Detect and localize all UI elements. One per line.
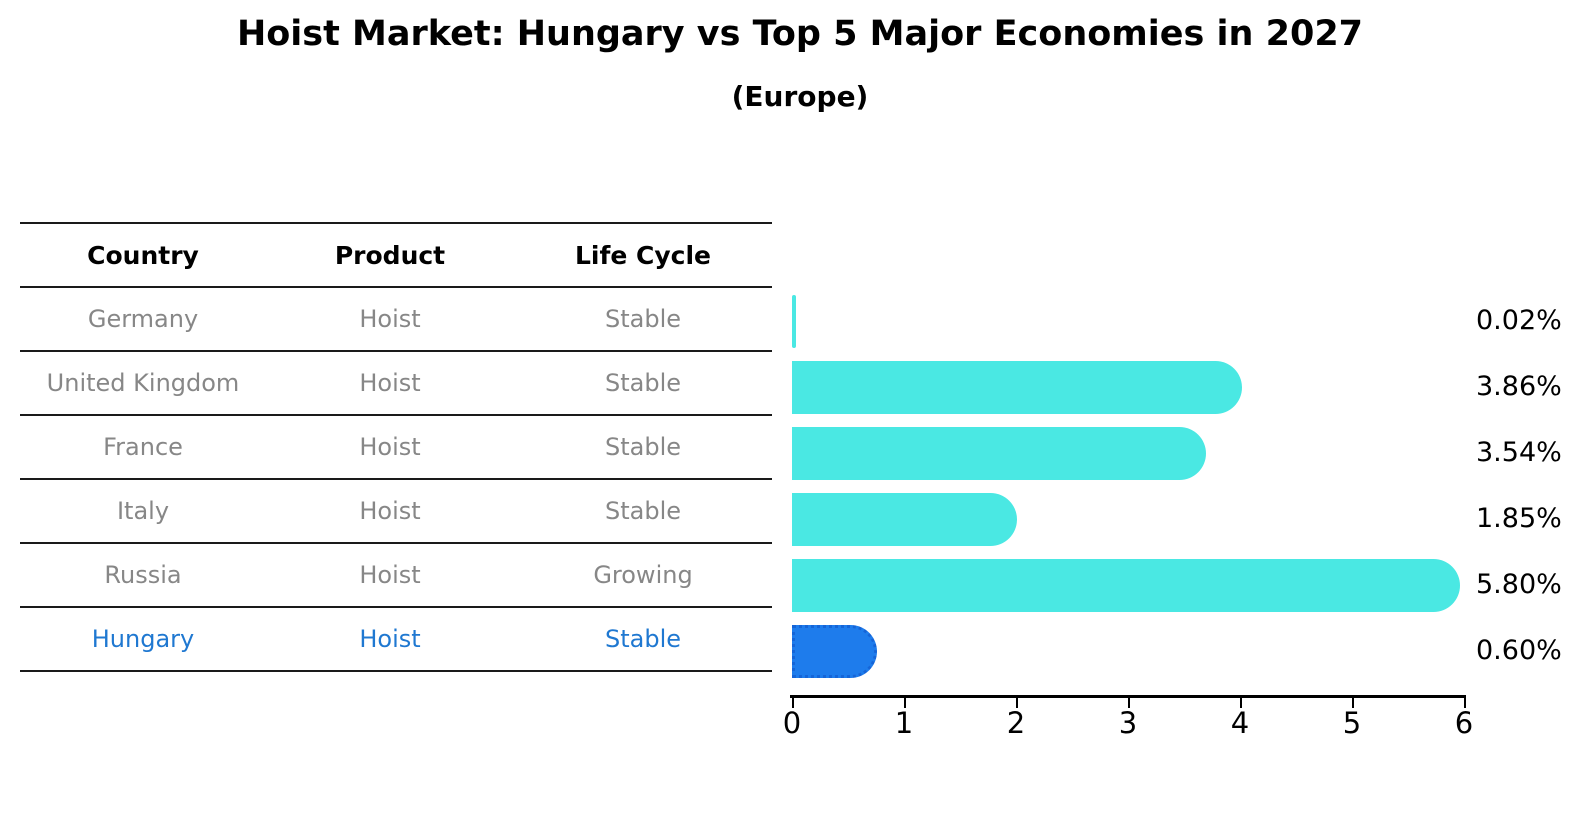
product-cell: Hoist <box>359 433 421 461</box>
life-cycle-cell: Stable <box>604 305 682 333</box>
x-axis-tick-label: 6 <box>1454 706 1474 740</box>
product-cell: Hoist <box>359 369 421 397</box>
table-row-germany: Germany Hoist Stable <box>20 288 772 352</box>
life-cycle-cell: Stable <box>604 433 682 461</box>
x-axis-tick-label: 1 <box>894 706 914 740</box>
life-cycle-cell: Stable <box>604 497 682 525</box>
product-cell: Hoist <box>359 305 421 333</box>
table-row-united-kingdom: United Kingdom Hoist Stable <box>20 352 772 416</box>
bar-row-germany <box>792 288 1464 354</box>
country-cell: France <box>103 433 183 461</box>
x-axis-tick <box>1464 698 1466 708</box>
bar-value-label-france: 3.54% <box>1476 437 1562 468</box>
bar-value-label-united-kingdom: 3.86% <box>1476 371 1562 402</box>
bar-row-france <box>792 420 1464 486</box>
x-axis-tick <box>1016 698 1018 708</box>
x-axis-tick <box>1128 698 1130 708</box>
table-row-italy: Italy Hoist Stable <box>20 480 772 544</box>
bar-hungary <box>792 624 878 678</box>
product-cell: Hoist <box>359 561 421 589</box>
life-cycle-cell: Growing <box>593 561 693 589</box>
x-axis-tick <box>1352 698 1354 708</box>
x-axis-tick <box>904 698 906 708</box>
bar-value-label-hungary: 0.60% <box>1476 635 1562 666</box>
bar-value-label-russia: 5.80% <box>1476 569 1562 600</box>
x-axis-tick-label: 4 <box>1230 706 1250 740</box>
x-axis-tick-label: 2 <box>1006 706 1026 740</box>
country-cell: Russia <box>104 561 182 589</box>
table-row-russia: Russia Hoist Growing <box>20 544 772 608</box>
x-axis-tick <box>792 698 794 708</box>
table-header-life-cycle: Life Cycle <box>574 240 712 270</box>
bar-germany <box>792 294 796 348</box>
bar-row-hungary <box>792 618 1464 684</box>
bar-russia <box>792 558 1460 612</box>
x-axis-tick-label: 0 <box>782 706 802 740</box>
table-header-country: Country <box>87 240 199 270</box>
bar-chart <box>792 288 1464 684</box>
bar-row-russia <box>792 552 1464 618</box>
table-row-hungary: Hungary Hoist Stable <box>20 608 772 672</box>
country-cell: Hungary <box>91 625 195 653</box>
country-cell: United Kingdom <box>46 369 240 397</box>
x-axis-tick-label: 5 <box>1342 706 1362 740</box>
country-cell: Italy <box>116 497 170 525</box>
product-cell: Hoist <box>359 497 421 525</box>
x-axis <box>790 695 1466 698</box>
life-cycle-cell: Stable <box>604 625 682 653</box>
bar-row-italy <box>792 486 1464 552</box>
country-cell: Germany <box>87 305 199 333</box>
bar-value-labels: 0.02% 3.86% 3.54% 1.85% 5.80% 0.60% <box>1476 288 1584 684</box>
table-header-row: Country Product Life Cycle <box>20 224 772 288</box>
market-table: Country Product Life Cycle Germany Hoist… <box>20 222 772 672</box>
page-subtitle: (Europe) <box>731 80 869 113</box>
bar-france <box>792 426 1207 480</box>
bar-italy <box>792 492 1018 546</box>
bar-united-kingdom <box>792 360 1243 414</box>
x-axis-tick-label: 3 <box>1118 706 1138 740</box>
table-row-france: France Hoist Stable <box>20 416 772 480</box>
table-header-product: Product <box>334 240 446 270</box>
page-title: Hoist Market: Hungary vs Top 5 Major Eco… <box>236 14 1364 54</box>
product-cell: Hoist <box>359 625 421 653</box>
x-axis-tick <box>1240 698 1242 708</box>
bar-value-label-germany: 0.02% <box>1476 305 1562 336</box>
bar-value-label-italy: 1.85% <box>1476 503 1562 534</box>
life-cycle-cell: Stable <box>604 369 682 397</box>
bar-row-united-kingdom <box>792 354 1464 420</box>
